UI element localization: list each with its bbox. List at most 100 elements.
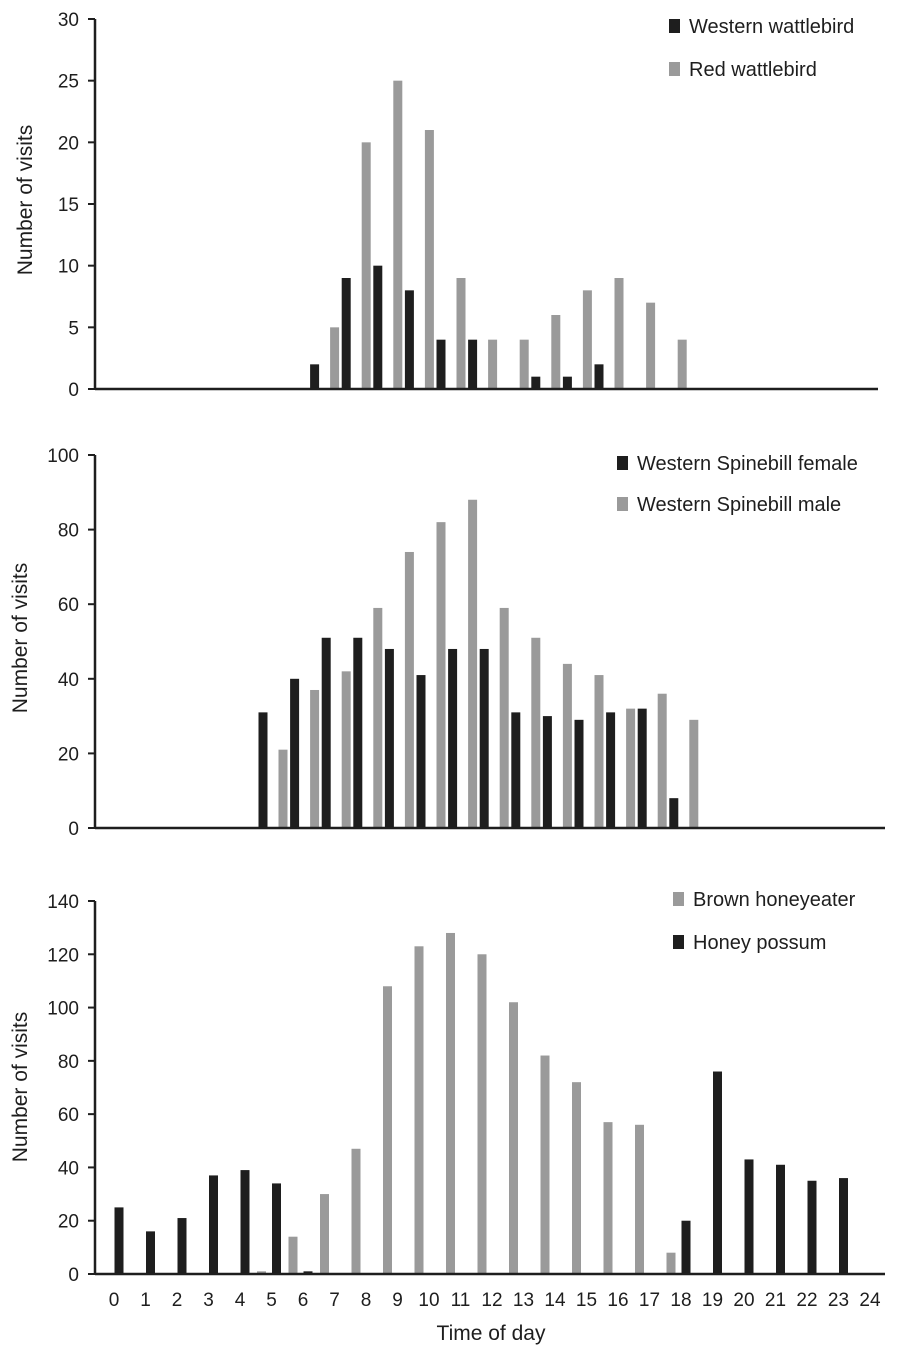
y-tick-label: 100 bbox=[47, 446, 79, 467]
bar-red-wattlebird-15 bbox=[614, 278, 624, 389]
bar-brown-honeyeater-7 bbox=[320, 1194, 329, 1274]
legend-label: Red wattlebird bbox=[689, 59, 817, 81]
x-tick-label: 8 bbox=[361, 1290, 372, 1311]
bar-western-spinebill-male-13 bbox=[531, 637, 541, 828]
y-tick-label: 30 bbox=[58, 10, 79, 31]
bar-honey-possum-0 bbox=[114, 1207, 124, 1274]
y-tick-label: 20 bbox=[58, 744, 79, 765]
bar-brown-honeyeater-10 bbox=[414, 946, 424, 1274]
y-tick-label: 100 bbox=[47, 999, 79, 1020]
x-tick-label: 17 bbox=[639, 1290, 660, 1311]
bar-brown-honeyeater-15 bbox=[572, 1082, 581, 1274]
bar-western-spinebill-female-9 bbox=[384, 648, 394, 828]
bar-brown-honeyeater-5 bbox=[257, 1271, 266, 1274]
y-tick-label: 60 bbox=[58, 595, 79, 616]
legend-label: Western Spinebill female bbox=[637, 453, 858, 475]
bar-honey-possum-1 bbox=[146, 1231, 155, 1274]
y-tick-label: 20 bbox=[58, 1212, 79, 1233]
bar-western-spinebill-male-12 bbox=[499, 607, 509, 828]
x-tick-label: 19 bbox=[702, 1290, 723, 1311]
bar-western-spinebill-male-10 bbox=[436, 522, 446, 828]
bar-western-spinebill-male-7 bbox=[341, 671, 351, 828]
bar-red-wattlebird-9 bbox=[424, 130, 434, 389]
bar-western-spinebill-female-11 bbox=[448, 648, 458, 828]
bar-brown-honeyeater-11 bbox=[446, 932, 455, 1274]
bar-western-wattlebird-15 bbox=[594, 364, 604, 389]
bar-brown-honeyeater-16 bbox=[603, 1122, 613, 1274]
bar-brown-honeyeater-18 bbox=[666, 1252, 676, 1274]
legend-swatch bbox=[617, 497, 628, 511]
bar-western-spinebill-female-12 bbox=[479, 648, 489, 828]
legend-swatch bbox=[669, 62, 680, 76]
bar-honey-possum-23 bbox=[839, 1178, 848, 1274]
bar-red-wattlebird-11 bbox=[488, 339, 498, 389]
x-tick-label: 5 bbox=[266, 1290, 277, 1311]
bar-brown-honeyeater-6 bbox=[288, 1236, 298, 1274]
bar-western-spinebill-male-16 bbox=[626, 708, 636, 828]
y-axis-title: Number of visits bbox=[9, 563, 32, 714]
bar-brown-honeyeater-17 bbox=[635, 1124, 644, 1274]
bar-western-spinebill-female-18 bbox=[669, 798, 679, 828]
bar-red-wattlebird-6 bbox=[330, 327, 340, 389]
x-tick-label: 21 bbox=[765, 1290, 786, 1311]
x-tick-label: 7 bbox=[329, 1290, 340, 1311]
y-tick-label: 80 bbox=[58, 1052, 79, 1073]
bar-western-spinebill-male-17 bbox=[657, 693, 667, 828]
bar-red-wattlebird-13 bbox=[551, 315, 561, 389]
bar-honey-possum-20 bbox=[744, 1159, 754, 1274]
bar-western-spinebill-female-13 bbox=[511, 712, 521, 828]
bar-western-wattlebird-13 bbox=[531, 376, 541, 389]
bar-western-wattlebird-9 bbox=[404, 290, 414, 389]
x-tick-label: 1 bbox=[140, 1290, 151, 1311]
legend-swatch bbox=[669, 19, 680, 33]
bar-honey-possum-5 bbox=[272, 1183, 281, 1274]
bar-brown-honeyeater-14 bbox=[540, 1055, 550, 1274]
bar-western-spinebill-male-14 bbox=[562, 663, 572, 828]
y-tick-label: 10 bbox=[58, 257, 79, 278]
bar-honey-possum-18 bbox=[681, 1220, 691, 1274]
bar-western-spinebill-female-15 bbox=[574, 719, 584, 828]
bar-western-spinebill-male-6 bbox=[310, 689, 320, 828]
y-tick-label: 40 bbox=[58, 1158, 79, 1179]
x-tick-label: 11 bbox=[451, 1290, 471, 1311]
x-tick-label: 12 bbox=[481, 1290, 502, 1311]
bar-honey-possum-19 bbox=[713, 1071, 722, 1274]
bar-western-wattlebird-6 bbox=[310, 364, 320, 389]
bar-red-wattlebird-14 bbox=[582, 290, 592, 389]
bar-brown-honeyeater-8 bbox=[351, 1148, 361, 1274]
legend-label: Honey possum bbox=[693, 932, 826, 954]
bar-western-spinebill-female-5 bbox=[258, 712, 268, 828]
x-tick-label: 14 bbox=[544, 1290, 566, 1311]
x-tick-label: 9 bbox=[392, 1290, 403, 1311]
bar-brown-honeyeater-12 bbox=[477, 954, 487, 1274]
bar-western-spinebill-male-5 bbox=[278, 749, 288, 828]
bar-western-spinebill-male-15 bbox=[594, 675, 604, 828]
bar-red-wattlebird-10 bbox=[456, 278, 466, 389]
bar-western-spinebill-female-6 bbox=[290, 678, 300, 828]
bar-western-wattlebird-7 bbox=[341, 278, 351, 389]
bar-western-spinebill-male-18 bbox=[689, 719, 699, 828]
bar-western-wattlebird-11 bbox=[468, 339, 478, 389]
bar-western-wattlebird-8 bbox=[373, 265, 383, 389]
y-tick-label: 0 bbox=[68, 819, 79, 840]
y-tick-label: 80 bbox=[58, 521, 79, 542]
legend-label: Brown honeyeater bbox=[693, 889, 856, 911]
bar-red-wattlebird-8 bbox=[393, 80, 403, 390]
legend-label: Western Spinebill male bbox=[637, 494, 841, 516]
y-axis-title: Number of visits bbox=[9, 1012, 32, 1163]
bar-red-wattlebird-12 bbox=[519, 339, 529, 389]
x-tick-label: 4 bbox=[235, 1290, 246, 1311]
y-axis-title: Number of visits bbox=[14, 125, 37, 276]
legend-swatch bbox=[617, 456, 628, 470]
x-tick-label: 20 bbox=[733, 1290, 754, 1311]
bar-honey-possum-22 bbox=[807, 1180, 817, 1274]
y-tick-label: 0 bbox=[68, 380, 79, 401]
y-tick-label: 20 bbox=[58, 133, 79, 154]
bar-western-spinebill-female-14 bbox=[542, 716, 552, 828]
y-tick-label: 120 bbox=[47, 945, 79, 966]
bar-red-wattlebird-17 bbox=[677, 339, 687, 389]
panel-wattlebirds: 0 5 10 15 20 25 30 Number of visits Western watt… bbox=[14, 10, 878, 401]
bar-western-spinebill-female-7 bbox=[321, 637, 331, 828]
